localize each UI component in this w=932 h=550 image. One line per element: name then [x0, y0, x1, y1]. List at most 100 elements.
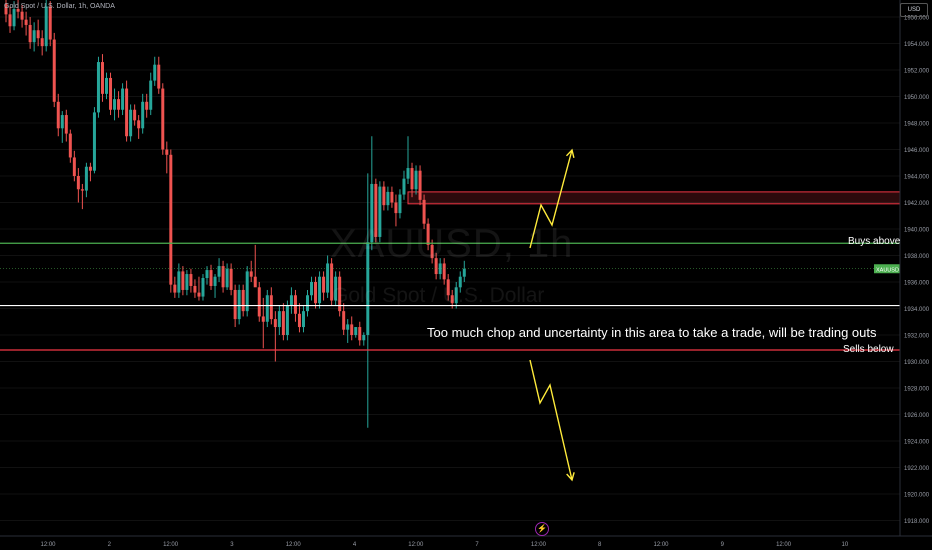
candle-body	[410, 168, 414, 190]
candle-body	[52, 39, 56, 102]
symbol-tag-text: XAUUSD	[876, 267, 899, 273]
trade-note[interactable]: Too much chop and uncertainty in this ar…	[427, 325, 877, 340]
resistance-zone	[407, 191, 901, 205]
time-tick-label: 4	[353, 542, 357, 548]
candle-body	[301, 311, 305, 328]
candle-body	[334, 276, 338, 301]
candle-body	[350, 324, 354, 335]
candle-body	[92, 112, 96, 171]
candle-body	[245, 271, 249, 312]
candle-body	[273, 319, 277, 328]
candle-body	[64, 115, 68, 134]
candle-body	[72, 157, 76, 176]
candle-body	[213, 276, 217, 286]
price-tick-label: 1922.000	[904, 466, 930, 472]
candle-body	[346, 324, 350, 330]
candle-body	[241, 289, 245, 312]
time-tick-label: 12:00	[286, 542, 302, 548]
candle-body	[153, 64, 157, 81]
candle-body	[338, 276, 342, 312]
candlestick-series	[4, 0, 466, 428]
time-axis: 12:00 2 12:00 3 12:00 4 12:00 7 12:00 8 12:00 9 12:0…	[0, 535, 932, 548]
candle-body	[398, 194, 402, 214]
buys-above-label[interactable]: Buys above	[848, 236, 901, 247]
candle-body	[32, 30, 36, 43]
candle-body	[442, 263, 446, 280]
candle-body	[229, 268, 233, 290]
candle-body	[390, 191, 394, 203]
candle-body	[117, 99, 121, 110]
candle-body	[426, 223, 430, 245]
price-tick-label: 1954.000	[904, 42, 930, 48]
price-tick-label: 1956.000	[904, 16, 930, 22]
candle-body	[105, 77, 108, 94]
price-axis-background	[900, 0, 932, 536]
candle-body	[402, 178, 406, 195]
candle-body	[414, 170, 418, 190]
time-tick-label: 12:00	[531, 542, 547, 548]
candle-body	[48, 6, 52, 40]
candle-body	[28, 24, 32, 43]
candle-body	[8, 14, 12, 27]
candle-body	[165, 149, 169, 155]
candle-body	[450, 295, 454, 304]
time-tick-label: 3	[230, 542, 234, 548]
currency-button[interactable]: USD	[900, 3, 928, 17]
candle-body	[310, 282, 314, 296]
price-tick-label: 1924.000	[904, 440, 930, 446]
candle-body	[249, 271, 253, 277]
symbol-watermark: XAUUSD, 1h	[330, 222, 574, 266]
price-tick-label: 1940.000	[904, 228, 930, 234]
candle-body	[201, 278, 205, 297]
candle-body	[12, 9, 16, 27]
sells-below-label[interactable]: Sells below	[843, 344, 894, 355]
candle-body	[80, 189, 84, 191]
candle-body	[318, 276, 322, 304]
tradingview-logo-icon[interactable]: ⚡	[535, 522, 549, 536]
chart-legend[interactable]: Gold Spot / U.S. Dollar, 1h, OANDA	[4, 3, 115, 10]
candle-body	[100, 62, 104, 94]
candle-body	[177, 271, 181, 293]
candle-body	[133, 109, 137, 121]
candle-body	[84, 166, 88, 191]
candle-body	[157, 64, 161, 89]
candle-body	[418, 170, 422, 200]
candle-body	[306, 295, 309, 312]
candle-body	[40, 38, 44, 47]
candle-body	[141, 101, 145, 129]
bearish-projection-arrow-head	[566, 472, 575, 482]
chart-grid	[0, 16, 900, 521]
candle-body	[173, 284, 177, 293]
price-tick-label: 1928.000	[904, 387, 930, 393]
candle-body	[330, 263, 334, 301]
candle-body	[446, 279, 450, 296]
candle-body	[189, 274, 193, 286]
candle-body	[382, 186, 386, 206]
price-tick-label: 1948.000	[904, 122, 930, 128]
name-watermark: Gold Spot / U.S. Dollar	[332, 284, 545, 307]
candle-body	[221, 266, 225, 288]
candle-body	[205, 270, 209, 279]
candle-body	[293, 295, 297, 314]
time-tick-label: 2	[108, 542, 112, 548]
candle-body	[265, 295, 269, 322]
price-tick-label: 1920.000	[904, 493, 930, 499]
bearish-projection-arrow	[529, 359, 573, 481]
candle-body	[261, 316, 265, 322]
candle-body	[121, 88, 125, 110]
price-tick-label: 1932.000	[904, 334, 930, 340]
candle-body	[462, 268, 466, 277]
time-tick-label: 12:00	[40, 542, 56, 548]
candle-body	[44, 6, 48, 47]
time-tick-label: 7	[475, 542, 479, 548]
price-tick-label: 1938.000	[904, 254, 930, 260]
candle-body	[358, 327, 362, 341]
candle-body	[458, 276, 462, 288]
time-tick-label: 12:00	[653, 542, 669, 548]
candle-body	[281, 311, 285, 335]
price-tick-label: 1946.000	[904, 148, 930, 154]
price-tick-label: 1950.000	[904, 95, 930, 101]
time-tick-label: 12:00	[776, 542, 792, 548]
candle-body	[161, 88, 165, 150]
